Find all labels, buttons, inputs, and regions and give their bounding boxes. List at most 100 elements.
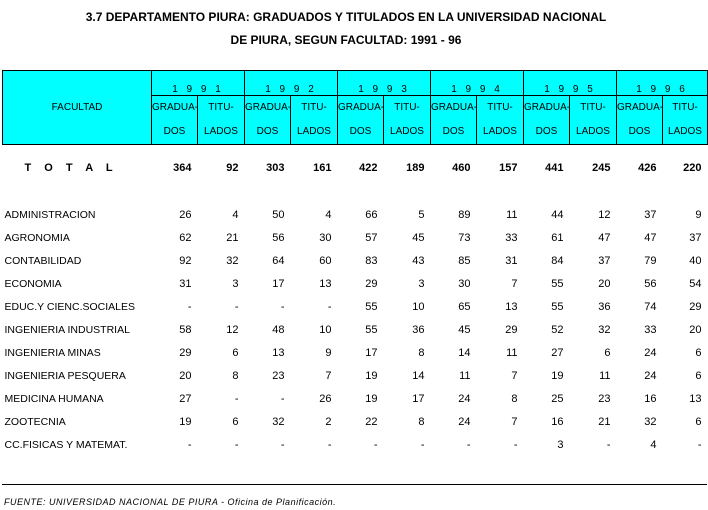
- faculty-name-cell: ADMINISTRACION: [4, 208, 96, 221]
- titulados-header-line-2: LADOS: [297, 126, 331, 137]
- value-cell: 7: [511, 277, 518, 290]
- titulados-header-line-2: LADOS: [576, 126, 610, 137]
- graduados-header-line-1: GRADUA-: [431, 102, 478, 113]
- titulados-header-line-1: TITU-: [580, 102, 606, 113]
- value-cell: 5: [418, 208, 425, 221]
- graduados-header: GRADUA- DOS: [337, 95, 385, 145]
- table-title-line-1: 3.7 DEPARTAMENTO PIURA: GRADUADOS Y TITU…: [85, 10, 607, 24]
- titulados-header: TITU- LADOS: [290, 95, 338, 145]
- value-cell: 17: [365, 346, 378, 359]
- value-cell: 30: [458, 277, 471, 290]
- value-cell: 47: [644, 231, 657, 244]
- titulados-header: TITU- LADOS: [383, 95, 431, 145]
- value-cell: 55: [551, 300, 564, 313]
- value-cell: 7: [325, 369, 332, 382]
- value-cell: 24: [644, 346, 657, 359]
- value-cell: 32: [226, 254, 239, 267]
- graduados-header-line-2: DOS: [256, 126, 279, 137]
- year-header-row: FACULTAD 1 9 9 1 1 9 9 2 1 9 9 3 1 9 9 4…: [2, 70, 708, 145]
- titulados-header-line-2: LADOS: [204, 126, 238, 137]
- value-cell: 44: [551, 208, 564, 221]
- table-row: CONTABILIDAD 92 32 64 60 83 43 85 31 84 37 79 40: [3, 249, 708, 272]
- value-cell: -: [466, 438, 471, 451]
- table-row: INGENIERIA MINAS 29 6 13 9 17 8 14 11 27 6 24 6: [3, 341, 708, 364]
- value-cell: 29: [505, 323, 518, 336]
- value-cell: 20: [689, 323, 702, 336]
- value-cell: 19: [179, 415, 192, 428]
- graduados-header-line-1: GRADUA-: [338, 102, 385, 113]
- faculty-name-cell: CONTABILIDAD: [4, 254, 82, 267]
- value-cell: 11: [506, 208, 518, 221]
- graduados-header-line-1: GRADUA-: [524, 102, 571, 113]
- value-cell: 29: [689, 300, 702, 313]
- value-cell: 45: [458, 323, 471, 336]
- titulados-header-line-2: LADOS: [668, 126, 702, 137]
- value-cell: -: [234, 392, 239, 405]
- year-header-1994: 1 9 9 4: [430, 70, 524, 96]
- value-cell: 84: [551, 254, 564, 267]
- value-cell: 32: [272, 415, 285, 428]
- total-value-cell: 422: [359, 162, 378, 174]
- value-cell: 14: [412, 369, 425, 382]
- value-cell: 29: [365, 277, 378, 290]
- total-value-cell: 426: [638, 162, 657, 174]
- value-cell: 6: [695, 369, 702, 382]
- value-cell: 37: [598, 254, 611, 267]
- value-cell: 21: [226, 231, 239, 244]
- graduados-header: GRADUA- DOS: [616, 95, 663, 145]
- faculty-name-cell: EDUC.Y CIENC.SOCIALES: [4, 300, 136, 313]
- spacer-cell: [3, 191, 708, 203]
- value-cell: -: [420, 438, 425, 451]
- total-value-cell: 245: [592, 162, 611, 174]
- value-cell: 31: [179, 277, 192, 290]
- titulados-header-line-1: TITU-: [208, 102, 234, 113]
- value-cell: 6: [232, 415, 239, 428]
- value-cell: 32: [644, 415, 657, 428]
- value-cell: 36: [598, 300, 611, 313]
- value-cell: 6: [232, 346, 239, 359]
- faculty-name-cell: ECONOMIA: [4, 277, 62, 290]
- value-cell: 25: [551, 392, 564, 405]
- value-cell: 64: [272, 254, 285, 267]
- titulados-header: TITU- LADOS: [197, 95, 245, 145]
- graduados-header-line-2: DOS: [349, 126, 372, 137]
- value-cell: 57: [365, 231, 378, 244]
- total-value-cell: 92: [226, 162, 239, 174]
- footer-rule: [2, 484, 707, 485]
- source-note: FUENTE: UNIVERSIDAD NACIONAL DE PIURA - …: [4, 497, 337, 507]
- value-cell: 7: [511, 415, 518, 428]
- value-cell: 8: [232, 369, 239, 382]
- value-cell: 33: [644, 323, 657, 336]
- value-cell: 27: [551, 346, 564, 359]
- value-cell: 23: [272, 369, 285, 382]
- titulados-header-line-1: TITU-: [394, 102, 420, 113]
- value-cell: 74: [644, 300, 657, 313]
- titulados-header-line-1: TITU-: [301, 102, 327, 113]
- value-cell: 9: [695, 208, 702, 221]
- value-cell: 3: [232, 277, 239, 290]
- value-cell: -: [373, 438, 378, 451]
- value-cell: 22: [365, 415, 378, 428]
- value-cell: 9: [325, 346, 332, 359]
- table-row: INGENIERIA PESQUERA 20 8 23 7 19 14 11 7 19 11 24 6: [3, 364, 708, 387]
- total-value-cell: 460: [452, 162, 471, 174]
- value-cell: 21: [598, 415, 611, 428]
- table-body: FACULTAD 1 9 9 1 1 9 9 2 1 9 9 3 1 9 9 4…: [2, 70, 708, 457]
- total-label: T O T A L: [24, 162, 118, 174]
- table-title-line-2: DE PIURA, SEGUN FACULTAD: 1991 - 96: [230, 33, 462, 47]
- value-cell: 16: [644, 392, 657, 405]
- value-cell: 2: [325, 415, 332, 428]
- total-value-cell: 220: [683, 162, 702, 174]
- value-cell: 56: [272, 231, 285, 244]
- value-cell: 62: [179, 231, 192, 244]
- year-header-1993: 1 9 9 3: [337, 70, 431, 96]
- total-value-cell: 161: [313, 162, 332, 174]
- year-header-1995: 1 9 9 5: [523, 70, 617, 96]
- value-cell: 92: [179, 254, 192, 267]
- value-cell: -: [327, 300, 332, 313]
- value-cell: 17: [272, 277, 285, 290]
- value-cell: 55: [365, 300, 378, 313]
- value-cell: 33: [505, 231, 518, 244]
- value-cell: 14: [458, 346, 471, 359]
- value-cell: 26: [319, 392, 332, 405]
